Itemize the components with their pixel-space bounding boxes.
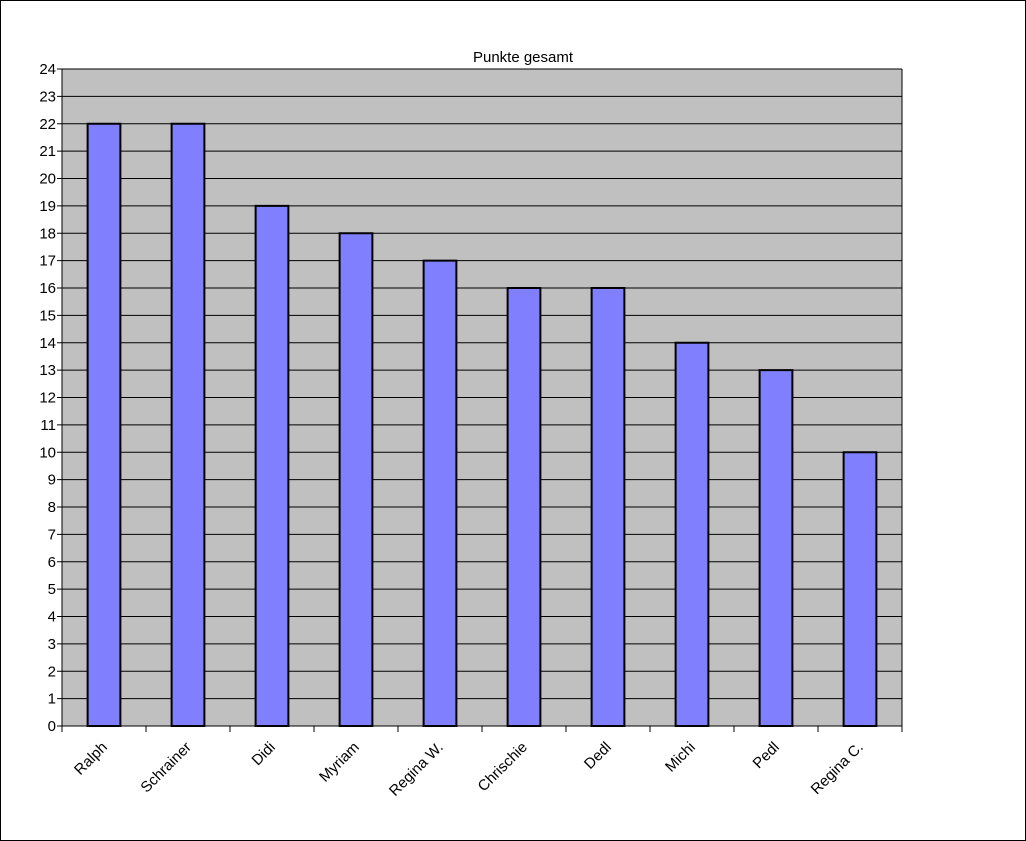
y-tick-label: 21 [39,143,56,160]
x-tick-label: Pedl [750,739,783,772]
chart-title: Punkte gesamt [473,49,574,66]
x-tick-label: Dedl [581,739,615,773]
bar-dedl [590,287,626,727]
y-tick-label: 3 [48,636,56,653]
y-tick-label: 5 [48,581,56,598]
x-tick-label: Michi [662,739,699,776]
y-tick-label: 8 [48,499,56,516]
bar-ralph [86,122,122,727]
bars [86,122,878,727]
bar-regina-w [422,259,458,727]
bar-michi [674,341,710,727]
bar-didi [254,204,290,727]
y-tick-label: 17 [39,253,56,270]
y-tick-label: 23 [39,88,56,105]
y-tick-label: 24 [39,61,56,78]
y-tick-label: 7 [48,526,56,543]
y-tick-label: 11 [40,417,56,434]
y-tick-label: 22 [39,116,56,133]
bar-schrainer [170,122,206,727]
y-tick-label: 15 [39,307,56,324]
x-tick-label: Myriam [316,739,363,786]
y-tick-label: 18 [39,225,56,242]
bar-chrischie [506,287,542,727]
x-tick-label: Regina W. [386,739,447,800]
y-tick-label: 13 [39,362,56,379]
x-tick-label: Chrischie [475,739,531,795]
y-tick-label: 2 [48,663,56,680]
x-tick-label: Regina C. [808,739,867,798]
y-tick-label: 6 [48,554,56,571]
x-tick-label: Didi [249,739,279,769]
y-tick-label: 4 [48,609,56,626]
y-tick-label: 9 [48,472,56,489]
y-tick-label: 10 [39,444,56,461]
bar-myriam [338,232,374,727]
y-tick-label: 20 [39,171,56,188]
y-tick-label: 12 [39,390,56,407]
bar-regina-c [842,451,878,727]
y-tick-label: 16 [39,280,56,297]
x-tick-labels: Ralph Schrainer Didi Myriam Regina W. Chrisch… [71,739,867,800]
axes [57,68,903,732]
y-tick-label: 14 [39,335,56,352]
bar-pedl [758,369,794,727]
x-tick-label: Schrainer [137,739,194,796]
x-tick-label: Ralph [71,739,111,779]
y-tick-label: 0 [48,718,56,735]
y-tick-label: 19 [39,198,56,215]
y-tick-label: 1 [48,691,56,708]
